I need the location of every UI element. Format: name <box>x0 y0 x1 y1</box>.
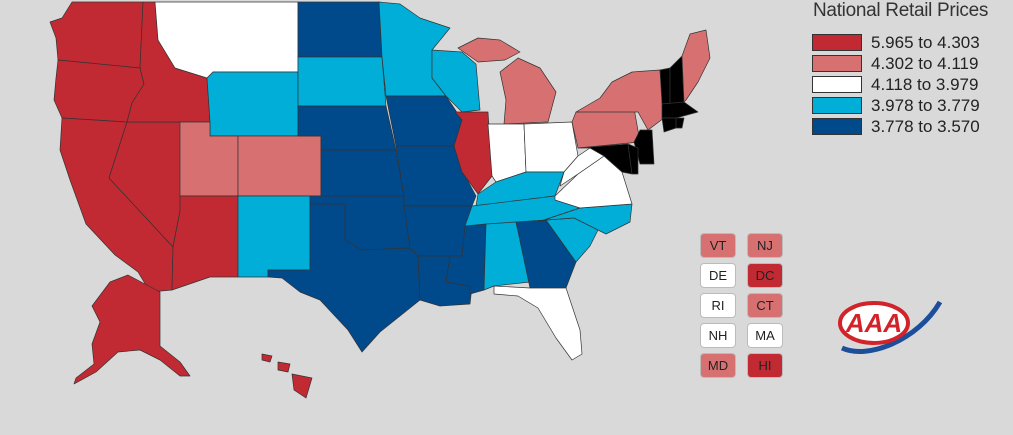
state-NH <box>669 55 685 105</box>
small-state-nh: NH <box>700 323 736 348</box>
state-WY <box>206 71 299 137</box>
legend-item: 4.118 to 3.979 <box>812 74 1012 95</box>
state-HI-2 <box>277 361 291 373</box>
small-state-dc: DC <box>747 263 783 288</box>
small-state-de: DE <box>700 263 736 288</box>
small-state-ma: MA <box>747 323 783 348</box>
legend-label: 3.978 to 3.779 <box>871 95 980 115</box>
state-NJ <box>633 129 655 165</box>
legend-label: 4.302 to 4.119 <box>871 53 979 73</box>
state-ME <box>681 29 711 103</box>
state-FL <box>493 285 583 361</box>
state-SD <box>297 56 387 107</box>
state-MA <box>661 101 699 119</box>
state-VT <box>659 67 671 105</box>
legend-rows: 5.965 to 4.303 4.302 to 4.119 4.118 to 3.9… <box>812 32 1012 137</box>
small-state-md: MD <box>700 353 736 378</box>
aaa-logo-icon: AAA <box>838 300 942 354</box>
state-MI <box>499 57 557 125</box>
state-OH <box>523 121 579 173</box>
legend-swatch <box>812 34 862 51</box>
state-ND <box>297 1 383 58</box>
legend: National Retail Prices 5.965 to 4.303 4.3… <box>812 0 1012 137</box>
legend-label: 5.965 to 4.303 <box>871 32 980 52</box>
state-NM <box>237 195 311 278</box>
state-IL <box>453 111 493 195</box>
state-GA <box>515 219 577 289</box>
state-WI <box>431 49 481 113</box>
legend-item: 3.778 to 3.570 <box>812 116 1012 137</box>
legend-title: National Retail Prices <box>813 0 989 21</box>
state-MT <box>154 1 299 79</box>
state-AZ <box>171 195 239 291</box>
small-state-ct: CT <box>747 293 783 318</box>
state-AL <box>483 221 531 291</box>
legend-swatch <box>812 118 862 135</box>
small-state-nj: NJ <box>747 233 783 258</box>
state-IN <box>487 123 527 183</box>
state-HI-1 <box>261 353 273 363</box>
state-HI-3 <box>291 373 313 399</box>
legend-swatch <box>812 55 862 72</box>
small-state-vt: VT <box>700 233 736 258</box>
state-WA <box>49 1 144 69</box>
state-MI-upper <box>457 37 521 63</box>
state-TX <box>267 203 421 353</box>
state-AK <box>73 274 191 385</box>
state-CO <box>237 135 322 197</box>
legend-label: 4.118 to 3.979 <box>871 74 979 94</box>
legend-item: 3.978 to 3.779 <box>812 95 1012 116</box>
state-RI <box>675 117 685 129</box>
state-CT <box>661 117 677 133</box>
state-IA <box>385 95 463 147</box>
small-state-ri: RI <box>700 293 736 318</box>
legend-label: 3.778 to 3.570 <box>871 116 980 136</box>
legend-item: 5.965 to 4.303 <box>812 32 1012 53</box>
state-PA <box>571 107 641 149</box>
state-AR <box>403 205 473 257</box>
state-DE <box>627 143 639 175</box>
legend-swatch <box>812 97 862 114</box>
legend-item: 4.302 to 4.119 <box>812 53 1012 74</box>
svg-text:AAA: AAA <box>845 308 902 338</box>
state-KS <box>320 149 405 197</box>
small-state-hi: HI <box>747 353 783 378</box>
legend-swatch <box>812 76 862 93</box>
